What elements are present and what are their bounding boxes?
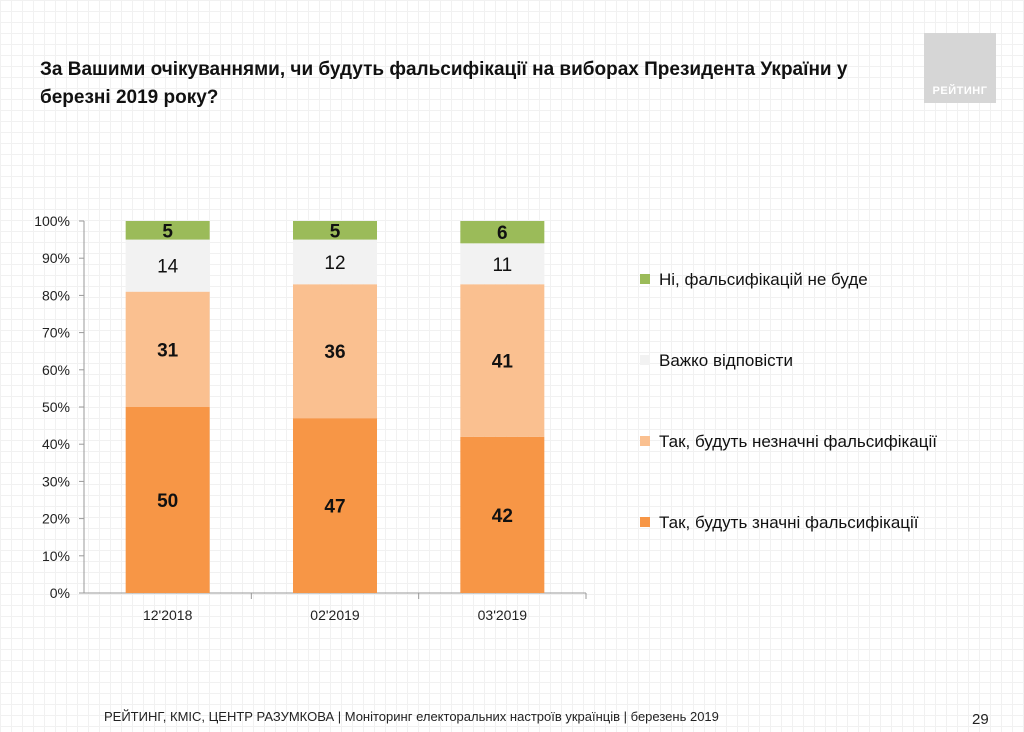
stacked-bar-chart: 0% 10% 20% 30% 40% 50% 60% 70% 80% 90% 100% 50 31 14 5…: [34, 213, 587, 623]
legend-swatch: [640, 354, 650, 365]
y-tick-label: 80%: [42, 287, 70, 303]
y-tick-label: 70%: [42, 325, 70, 341]
legend-swatch: [640, 273, 650, 284]
bar-segment: [125, 221, 210, 240]
legend-item: Ні, фальсифікацій не буде: [640, 268, 868, 292]
bar-value-label: 11: [492, 255, 512, 276]
bar-value-label: 41: [492, 352, 514, 373]
legend-item: Так, будуть значні фальсифікації: [640, 511, 919, 535]
bar-value-label: 12: [324, 253, 345, 274]
y-tick-label: 50%: [42, 399, 70, 415]
y-tick-label: 20%: [42, 511, 70, 527]
bar-value-label: 31: [157, 340, 179, 361]
x-tick-label: 12'2018: [143, 607, 193, 623]
bar-segment: [293, 221, 377, 240]
bar-value-label: 42: [492, 506, 513, 527]
bar-value-label: 6: [497, 223, 508, 244]
x-tick-label: 03'2019: [478, 607, 528, 623]
page-number: 29: [972, 711, 989, 728]
legend-item: Так, будуть незначні фальсифікації: [640, 430, 937, 454]
legend-item: Важко відповісти: [640, 349, 793, 373]
bar-value-label: 5: [330, 221, 341, 242]
bar-value-label: 36: [324, 342, 345, 363]
y-tick-label: 40%: [42, 436, 70, 452]
y-tick-label: 90%: [42, 250, 70, 266]
bar-segment: [293, 284, 377, 419]
y-tick-label: 10%: [42, 548, 70, 564]
bar-value-label: 50: [157, 491, 178, 512]
legend-swatch: [640, 516, 650, 527]
legend-label: Ні, фальсифікацій не буде: [659, 270, 868, 289]
rating-logo: РЕЙТИНГ: [924, 33, 996, 103]
bar-segment: [460, 243, 545, 285]
legend-swatch: [640, 435, 650, 446]
bar-segment: [125, 239, 210, 292]
legend-label: Так, будуть незначні фальсифікації: [659, 432, 938, 451]
logo-text: РЕЙТИНГ: [932, 85, 988, 97]
legend-label: Важко відповісти: [659, 351, 793, 370]
footer-source: РЕЙТИНГ, КМІС, ЦЕНТР РАЗУМКОВА | Монітор…: [104, 709, 719, 724]
y-tick-label: 30%: [42, 473, 70, 489]
bar-segment: [460, 284, 545, 437]
x-tick-label: 02'2019: [310, 607, 360, 623]
bar-value-label: 47: [324, 497, 345, 518]
y-tick-label: 0%: [50, 585, 70, 601]
bar-segment: [125, 291, 210, 407]
page-title: За Вашими очікуваннями, чи будуть фальси…: [40, 59, 848, 108]
y-tick-label: 60%: [42, 362, 70, 378]
bar-segment: [293, 239, 377, 285]
bar-segment: [125, 407, 210, 593]
y-tick-label: 100%: [34, 213, 70, 229]
legend-label: Так, будуть значні фальсифікації: [659, 513, 919, 532]
bar-value-label: 14: [157, 257, 179, 278]
bar-segment: [293, 418, 377, 593]
bar-value-label: 5: [162, 221, 173, 242]
bar-segment: [460, 221, 545, 244]
bar-segment: [460, 436, 545, 593]
